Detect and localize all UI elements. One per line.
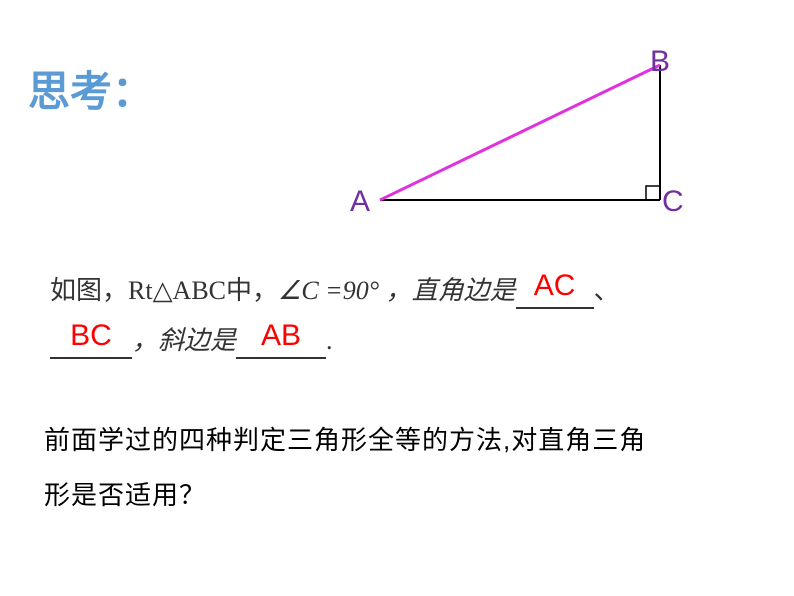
line1-suffix: 、 [594,276,620,305]
line1-mid: ，直角边是 [379,276,516,305]
blank-ac: AC [534,269,576,302]
question-line-1: 前面学过的四种判定三角形全等的方法,对直角三角 [44,420,646,457]
vertex-label-c: C [662,185,684,219]
line1-angle: ∠C =90° [278,276,379,305]
vertex-label-a: A [350,185,370,219]
right-angle-marker [646,186,660,200]
side-ab-hypotenuse [380,65,660,200]
statement-line-1: 如图，Rt△ABC中，∠C =90° ，直角边是 AC 、 [50,270,620,309]
statement-line-2: BC ，斜边是 AB. [50,320,333,359]
slide-title: 思考： [28,58,154,119]
line1-prefix: 如图，Rt△ABC中， [50,276,278,305]
question-line-2: 形是否适用？ [44,475,206,512]
blank-ab: AB [261,319,301,352]
line2-mid: ，斜边是 [132,326,236,355]
line2-suffix: . [326,326,333,355]
triangle-diagram [360,55,680,215]
vertex-label-b: B [650,45,670,79]
blank-bc: BC [70,319,112,352]
